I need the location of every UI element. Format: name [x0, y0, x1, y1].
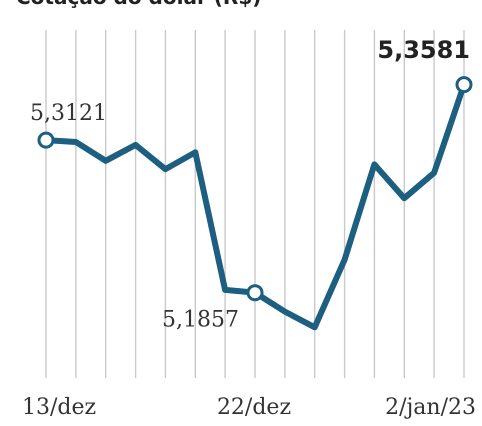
- marker-0: [37, 131, 55, 149]
- markers-group: [37, 76, 473, 302]
- x-tick-label-2: 2/jan/23: [385, 395, 476, 420]
- gridlines: [45, 30, 465, 378]
- chart-header-fragment: Cotação do dólar (R$): [16, 0, 261, 9]
- x-tick-label-1: 22/dez: [217, 395, 291, 420]
- value-label-2: 5,3581: [377, 36, 470, 64]
- x-tick-label-0: 13/dez: [22, 395, 96, 420]
- marker-2: [455, 76, 473, 94]
- marker-1: [246, 284, 264, 302]
- value-label-1: 5,1857: [162, 308, 239, 333]
- value-label-0: 5,3121: [30, 101, 107, 126]
- data-labels: 5,3121 5,1857 5,3581: [30, 36, 470, 333]
- x-axis-ticks: 13/dez 22/dez 2/jan/23: [22, 395, 476, 420]
